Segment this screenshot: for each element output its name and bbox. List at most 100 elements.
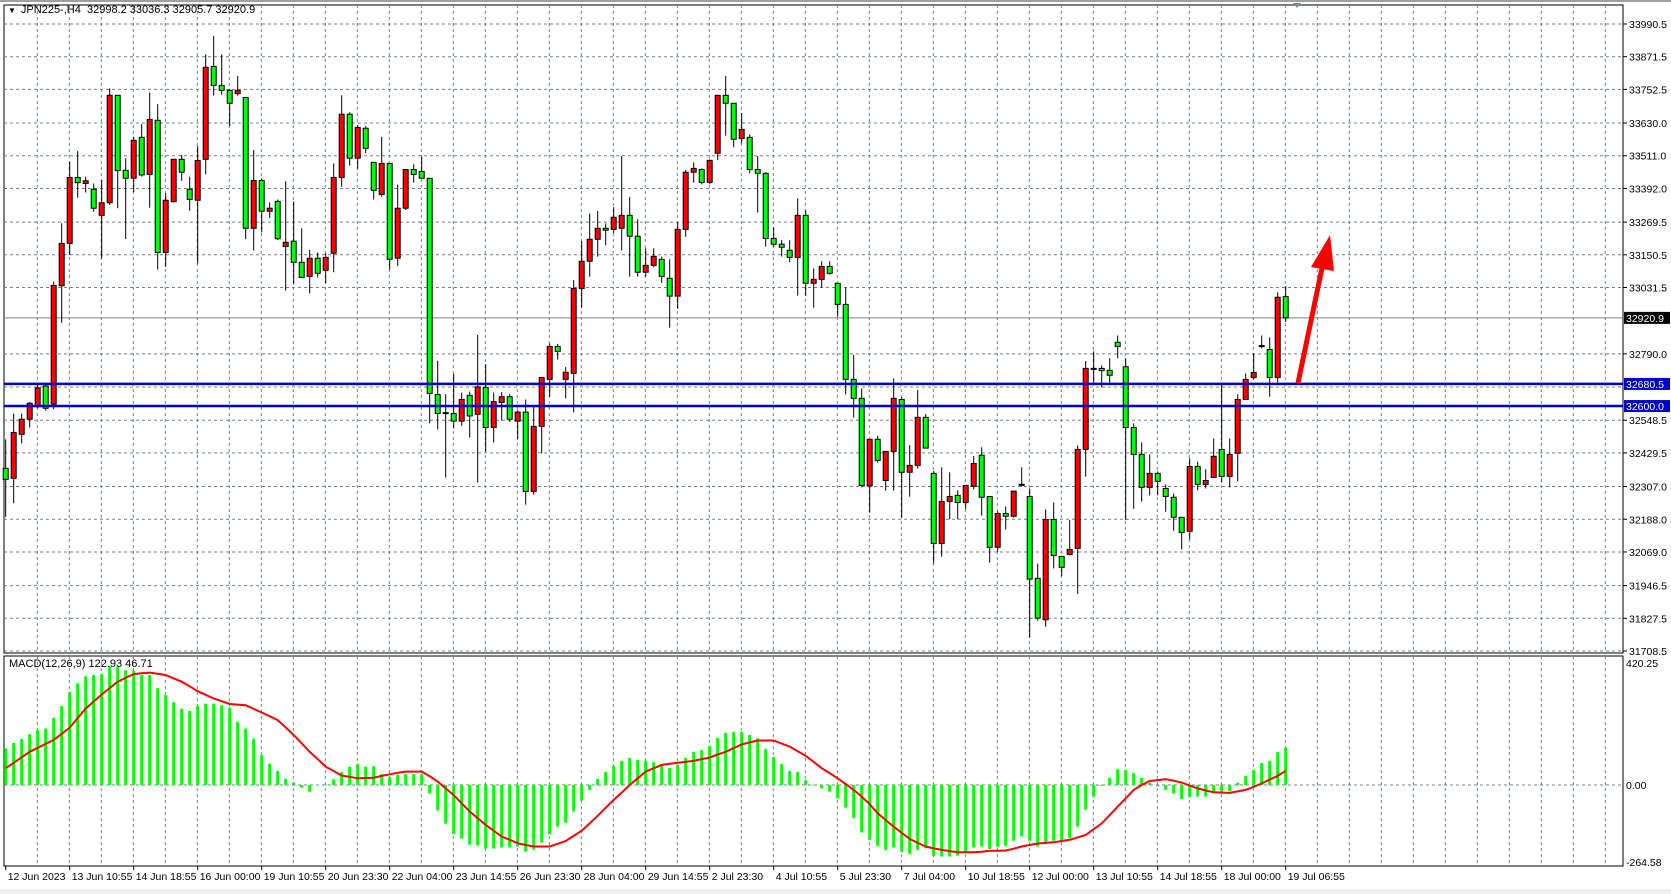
macd-histogram-bar (364, 766, 368, 785)
candle (514, 410, 521, 440)
macd-histogram-bar (196, 706, 200, 785)
candle (842, 287, 849, 395)
price-label: 33150.5 (1629, 250, 1667, 262)
candle-body (866, 438, 873, 487)
macd-histogram-bar (900, 785, 904, 853)
macd-histogram-bar (1180, 785, 1184, 800)
macd-histogram-bar (1036, 785, 1040, 847)
time-label: 28 Jun 04:00 (584, 871, 645, 883)
candle-body (634, 235, 641, 273)
candle (922, 414, 929, 449)
candle (506, 394, 513, 422)
candle (74, 151, 81, 198)
candle-body (34, 387, 41, 408)
time-label: 22 Jun 04:00 (392, 871, 453, 883)
candle (826, 261, 833, 275)
candle-body (778, 243, 785, 248)
candle (490, 392, 497, 443)
level-price-label: 32600.0 (1626, 401, 1664, 413)
candle (1242, 373, 1249, 400)
candle (1234, 394, 1241, 482)
triangle-down-icon[interactable]: ▼ (8, 6, 16, 15)
macd-histogram-bar (468, 785, 472, 845)
candle (1066, 520, 1073, 556)
candle (162, 193, 169, 267)
candle-body (986, 495, 993, 548)
candle-body (1146, 472, 1153, 488)
candle-body (578, 260, 585, 289)
macd-histogram-bar (396, 774, 400, 785)
candle-body (722, 94, 729, 104)
candle (650, 248, 657, 268)
price-label: 33630.0 (1629, 118, 1667, 130)
candle-body (850, 378, 857, 399)
candle-body (746, 136, 753, 170)
macd-histogram-bar (92, 675, 96, 785)
macd-histogram-bar (1028, 785, 1032, 841)
macd-histogram-bar (508, 785, 512, 848)
candle (914, 390, 921, 469)
macd-histogram-bar (292, 782, 296, 785)
candle-body (570, 287, 577, 374)
candle-body (74, 176, 81, 184)
macd-histogram-bar (204, 703, 208, 785)
candle-body (226, 89, 233, 104)
macd-histogram-bar (172, 702, 176, 785)
macd-histogram-bar (1252, 770, 1256, 785)
level-price-tag (1624, 400, 1670, 413)
current-price-tag (1624, 311, 1670, 324)
candle-body (658, 258, 665, 277)
candle (194, 146, 201, 264)
time-label: 16 Jun 00:00 (200, 871, 261, 883)
candle (138, 124, 145, 177)
macd-histogram-bar (1140, 777, 1144, 785)
arrow-head[interactable] (1311, 235, 1334, 271)
candle (554, 343, 561, 360)
arrow-shaft[interactable] (1295, 267, 1325, 384)
macd-histogram-bar (1060, 785, 1064, 841)
candle-body (738, 128, 745, 139)
candle (786, 240, 793, 263)
candle (618, 156, 625, 251)
macd-histogram-bar (636, 760, 640, 785)
candle-body (1226, 453, 1233, 477)
candle (946, 472, 953, 520)
levels: 32680.5 32600.0 32920.9 (4, 311, 1670, 413)
candle-body (978, 454, 985, 498)
candle-body (546, 345, 553, 380)
candle-body (1058, 555, 1065, 568)
candle-body (1082, 367, 1089, 450)
candle (1002, 506, 1009, 530)
candle-body (330, 176, 337, 254)
candle (658, 256, 665, 283)
macd-histogram-bar (1260, 763, 1264, 785)
candle-body (1234, 398, 1241, 454)
candle-body (290, 240, 297, 263)
price-label: 33990.5 (1629, 19, 1667, 31)
macd-histogram-bar (996, 785, 1000, 847)
candle-body (970, 462, 977, 487)
candle (474, 334, 481, 483)
candle (298, 228, 305, 278)
candle (858, 388, 865, 488)
macd-histogram-bar (860, 785, 864, 833)
macd-histogram-bar (1284, 747, 1288, 785)
candle (578, 240, 585, 308)
macd-histogram-bar (684, 757, 688, 785)
level-price-tag (1624, 377, 1670, 390)
macd-histogram-bar (804, 780, 808, 785)
candle-body (1250, 372, 1257, 378)
macd-histogram-bar (692, 751, 696, 785)
macd-histogram-bar (228, 707, 232, 785)
macd-histogram-bar (412, 774, 416, 785)
chart-shift-marker[interactable] (1293, 3, 1301, 8)
candle-body (602, 227, 609, 231)
candle-body (802, 214, 809, 284)
macd-histogram-bar (1148, 782, 1152, 785)
macd-histogram-bar (556, 785, 560, 827)
candle-body (298, 261, 305, 278)
macd-histogram-bar (76, 683, 80, 785)
candle (370, 161, 377, 200)
